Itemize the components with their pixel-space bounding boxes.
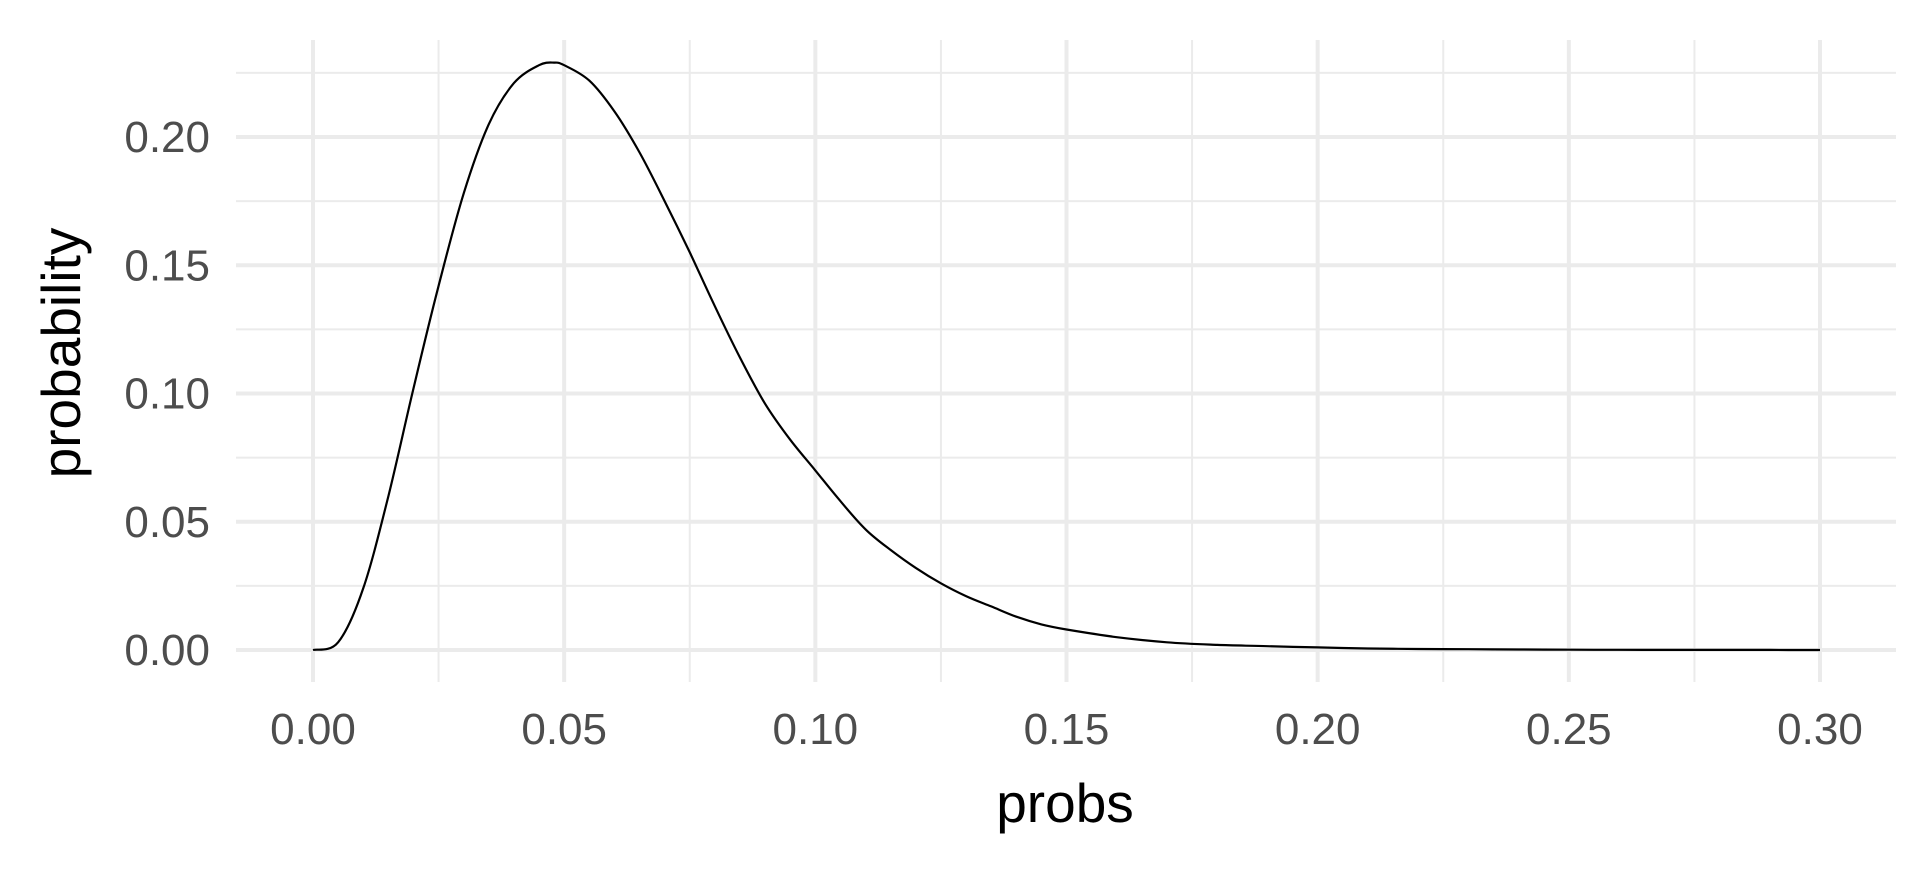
x-tick-label: 0.15 bbox=[1024, 705, 1110, 754]
x-axis-title: probs bbox=[996, 772, 1134, 834]
y-axis-title: probability bbox=[30, 227, 92, 478]
x-tick-label: 0.20 bbox=[1275, 705, 1361, 754]
x-tick-label: 0.00 bbox=[270, 705, 356, 754]
x-tick-label: 0.10 bbox=[773, 705, 859, 754]
y-tick-label: 0.05 bbox=[124, 498, 210, 547]
x-tick-label: 0.05 bbox=[521, 705, 607, 754]
y-tick-label: 0.00 bbox=[124, 626, 210, 675]
x-axis-ticks: 0.00 0.05 0.10 0.15 0.20 0.25 0.30 bbox=[270, 705, 1863, 754]
grid-layer bbox=[236, 40, 1896, 682]
y-axis-ticks: 0.00 0.05 0.10 0.15 0.20 bbox=[124, 113, 210, 675]
curve-layer bbox=[312, 61, 1821, 652]
y-tick-label: 0.20 bbox=[124, 113, 210, 162]
y-tick-label: 0.10 bbox=[124, 370, 210, 419]
x-tick-label: 0.30 bbox=[1777, 705, 1863, 754]
density-curve bbox=[312, 61, 1821, 652]
x-tick-label: 0.25 bbox=[1526, 705, 1612, 754]
y-tick-label: 0.15 bbox=[124, 241, 210, 290]
